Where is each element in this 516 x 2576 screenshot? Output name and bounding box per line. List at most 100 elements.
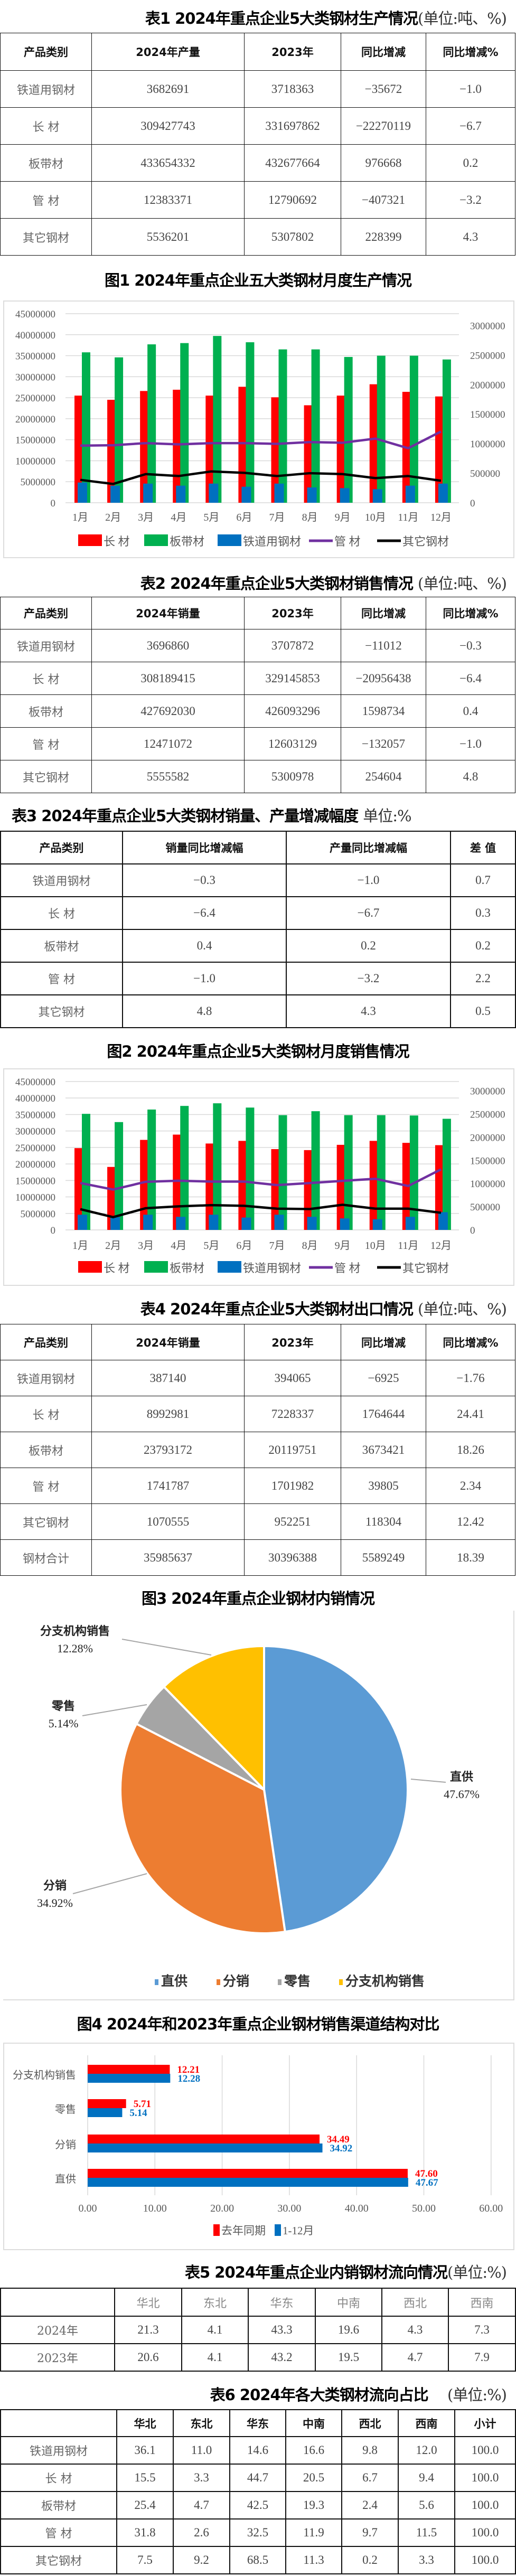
- table-cell: 0.4: [426, 694, 515, 728]
- legend-label: 零售: [284, 1973, 311, 1989]
- row-label: 板带材: [0, 929, 123, 963]
- column-header: 差 值: [450, 831, 516, 864]
- bar: [78, 482, 87, 503]
- table-cell: 1764644: [341, 1396, 426, 1432]
- bar: [82, 1114, 90, 1230]
- column-header: 西北: [341, 2409, 399, 2437]
- table-cell: 20119751: [244, 1432, 341, 1468]
- legend-label: 铁道用钢材: [243, 1262, 301, 1275]
- bar: [176, 485, 186, 503]
- category-flow-table: 华北 东北 华东 中南 西北 西南 小计 铁道用钢材 36.1 11.0 14.6 16.6 9.8 12…: [0, 2409, 516, 2574]
- table-cell: 18.39: [426, 1539, 515, 1576]
- bar: [241, 486, 251, 503]
- table-cell: 4.3: [286, 994, 451, 1028]
- category-label: 分支机构销售: [13, 2069, 76, 2081]
- column-header: 中南: [285, 2409, 342, 2437]
- column-header: 华北: [116, 2409, 174, 2437]
- table-cell: −0.3: [426, 629, 515, 662]
- table-cell: 8992981: [91, 1396, 245, 1432]
- table-row: 长 材 309427743 331697862 −22270119 −6.7: [0, 107, 515, 145]
- table-cell: −0.3: [122, 863, 287, 897]
- table-cell: 1070555: [91, 1503, 245, 1540]
- table-cell: 0.4: [122, 929, 287, 963]
- table-cell: −1.0: [426, 727, 515, 760]
- table-cell: 952251: [244, 1503, 341, 1540]
- y2-tick-label: 2000000: [470, 1132, 505, 1143]
- bar: [241, 1217, 251, 1230]
- table-cell: 9.2: [173, 2546, 230, 2574]
- table-header-row: 华北 东北 华东 中南 西北 西南 小计: [0, 2409, 516, 2437]
- bar: [88, 2178, 408, 2187]
- table-row: 长 材 −6.4 −6.7 0.3: [0, 896, 516, 930]
- table-cell: 25.4: [116, 2491, 174, 2519]
- row-label: 管 材: [0, 181, 92, 219]
- y2-tick-label: 1500000: [470, 409, 505, 420]
- table-cell: 19.5: [315, 2343, 382, 2372]
- bar: [311, 1111, 320, 1230]
- table6-title: 表6 2024年各大类钢材流向占比 (单位:%): [210, 2386, 507, 2404]
- legend-label: 分销: [223, 1974, 249, 1989]
- x-tick-label: 0.00: [79, 2203, 97, 2214]
- table-cell: 100.0: [454, 2436, 516, 2465]
- bar: [88, 2135, 320, 2143]
- legend-swatch: [213, 2224, 220, 2236]
- column-header: 西南: [398, 2409, 455, 2437]
- table-cell: 44.7: [229, 2464, 286, 2492]
- row-label: 其它钢材: [0, 2546, 117, 2574]
- table-cell: 5536201: [91, 218, 245, 256]
- x-tick-label: 6月: [236, 1240, 252, 1252]
- column-header: 同比增减: [341, 597, 426, 629]
- domestic-flow-table: 华北 东北 华东 中南 西北 西南 2024年 21.3 4.1 43.3 19.6 4.3 7.3 20…: [0, 2288, 516, 2372]
- table-cell: 432677664: [244, 144, 341, 182]
- table-cell: 433654332: [91, 144, 245, 182]
- x-tick-label: 8月: [302, 1240, 318, 1252]
- slice-percent-label: 12.28%: [57, 1642, 93, 1655]
- table-cell: 5300978: [244, 760, 341, 793]
- table-cell: 16.6: [285, 2436, 342, 2465]
- bar: [340, 1218, 350, 1230]
- slice-percent-label: 5.14%: [49, 1717, 79, 1730]
- row-label: 铁道用钢材: [0, 2436, 117, 2465]
- row-label: 板带材: [0, 2491, 117, 2519]
- bar: [173, 1134, 181, 1230]
- row-label: 管 材: [0, 727, 92, 760]
- column-header: 产品类别: [0, 597, 92, 629]
- table-cell: 11.3: [285, 2546, 342, 2574]
- column-header: 同比增减: [341, 1324, 426, 1360]
- bar: [409, 1115, 418, 1230]
- table-cell: 12603129: [244, 727, 341, 760]
- x-tick-label: 1月: [72, 1240, 88, 1252]
- x-tick-label: 5月: [203, 512, 219, 523]
- series-line: [80, 1204, 442, 1219]
- row-label: 长 材: [0, 2464, 117, 2492]
- y-tick-label: 10000000: [15, 1192, 55, 1204]
- table-cell: 0.2: [450, 929, 516, 963]
- table-cell: −1.0: [426, 70, 515, 108]
- bar: [246, 342, 255, 503]
- x-tick-label: 5月: [203, 1240, 219, 1252]
- table-cell: 3682691: [91, 70, 245, 108]
- bar: [278, 1115, 287, 1230]
- table-cell: 11.0: [173, 2436, 230, 2465]
- table-cell: 3718363: [244, 70, 341, 108]
- x-tick-label: 12月: [430, 512, 452, 523]
- bar: [74, 396, 82, 503]
- fig4-chart: 0.00 10.00 20.00 30.00 40.00 50.00 60.00 分支机构销售…: [3, 2043, 514, 2250]
- bar: [405, 485, 415, 503]
- table-cell: 23793172: [91, 1432, 245, 1468]
- data-label: 47.67: [416, 2177, 438, 2188]
- column-header: 2024年产量: [91, 33, 245, 71]
- table-cell: 0.5: [450, 994, 516, 1028]
- column-header: 2023年: [244, 597, 341, 629]
- fig3-chart: 直供 47.67% 分销 34.92% 零售 5.14% 分支机构销售 12.28% 直供 分销零…: [3, 1611, 514, 2000]
- slice-percent-label: 47.67%: [444, 1788, 480, 1801]
- legend-swatch: [78, 534, 102, 546]
- slice-name-label: 分销: [43, 1879, 67, 1892]
- row-label: 管 材: [0, 962, 123, 995]
- table-cell: 20.6: [114, 2343, 182, 2372]
- table-cell: 976668: [341, 144, 426, 182]
- table-cell: 30396388: [244, 1539, 341, 1576]
- bar: [442, 1118, 451, 1230]
- y-tick-label: 0: [51, 498, 56, 509]
- x-tick-label: 40.00: [345, 2203, 369, 2214]
